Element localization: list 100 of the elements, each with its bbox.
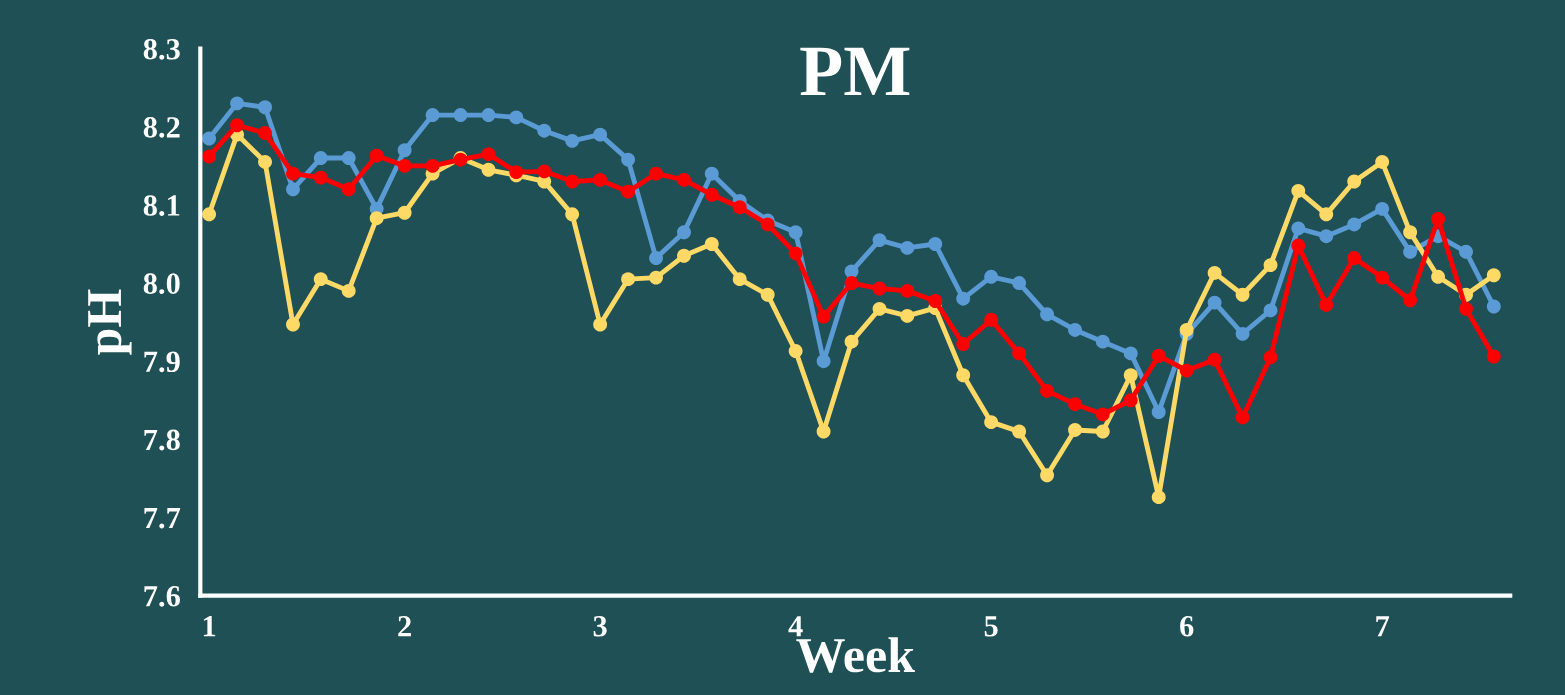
x-axis-title: Week — [796, 637, 915, 673]
point — [984, 312, 999, 327]
point — [732, 200, 747, 215]
x-tick-label: 6 — [1180, 616, 1194, 637]
point — [565, 133, 580, 148]
point — [1235, 287, 1250, 302]
point — [1151, 490, 1166, 505]
point — [1486, 349, 1501, 364]
point — [1095, 334, 1110, 349]
point — [816, 424, 831, 439]
y-axis-title: pH — [88, 289, 132, 355]
point — [1263, 350, 1278, 365]
point — [1235, 326, 1250, 341]
point — [286, 166, 300, 181]
point — [202, 149, 217, 164]
point — [397, 143, 412, 158]
point — [1151, 348, 1166, 363]
point — [1375, 201, 1390, 216]
point — [258, 155, 272, 169]
y-tick-label: 8.2 — [143, 117, 180, 138]
y-tick-label: 8.1 — [143, 195, 180, 216]
point — [230, 96, 245, 111]
point — [900, 283, 915, 298]
point — [760, 217, 775, 232]
point — [760, 287, 775, 302]
point — [1068, 323, 1082, 337]
point — [649, 166, 663, 181]
point — [341, 182, 356, 197]
point — [1291, 183, 1306, 198]
point — [425, 108, 440, 123]
point — [593, 127, 608, 142]
point — [230, 118, 245, 133]
point — [425, 158, 440, 173]
point — [1012, 346, 1027, 361]
point — [1347, 217, 1362, 232]
point — [956, 291, 971, 306]
point — [313, 151, 328, 165]
point — [1375, 155, 1390, 169]
point — [1403, 293, 1418, 308]
point — [1403, 244, 1418, 259]
point — [1459, 244, 1473, 259]
point — [565, 174, 580, 189]
point — [481, 162, 496, 177]
point — [202, 207, 217, 222]
point — [1179, 363, 1194, 378]
point — [341, 283, 356, 298]
point — [788, 225, 803, 240]
point — [481, 147, 496, 162]
point — [1068, 423, 1082, 437]
point — [1012, 276, 1027, 291]
point — [1040, 307, 1055, 322]
point — [286, 317, 300, 332]
point — [1151, 405, 1166, 419]
point — [677, 172, 691, 187]
point — [593, 317, 608, 332]
point — [1459, 301, 1473, 316]
point — [1207, 295, 1222, 310]
point — [202, 131, 217, 146]
point — [1068, 397, 1082, 412]
point — [1486, 268, 1501, 283]
point — [537, 164, 552, 179]
point — [649, 251, 663, 265]
point — [1319, 298, 1334, 312]
point — [1403, 225, 1418, 240]
point — [732, 272, 747, 287]
point — [704, 237, 719, 251]
point — [593, 172, 608, 187]
point — [984, 415, 999, 430]
x-tick-label: 5 — [984, 616, 998, 637]
point — [844, 334, 859, 349]
point — [1291, 238, 1306, 253]
point — [313, 170, 328, 185]
point — [649, 270, 663, 285]
point — [1179, 323, 1194, 337]
point — [481, 108, 496, 123]
point — [872, 281, 887, 296]
point — [453, 108, 468, 123]
x-tick-label: 4 — [788, 616, 803, 637]
point — [900, 240, 915, 255]
point — [872, 301, 887, 316]
point — [900, 308, 915, 323]
y-tick-label: 8.3 — [143, 38, 180, 60]
point — [1263, 303, 1278, 318]
point — [788, 246, 803, 261]
point — [1431, 269, 1446, 284]
point — [1012, 424, 1027, 439]
point — [621, 152, 636, 167]
point — [369, 211, 384, 226]
point — [956, 368, 971, 383]
point — [984, 269, 999, 284]
point — [313, 272, 328, 287]
point — [1291, 221, 1306, 236]
point — [704, 166, 719, 181]
point — [1095, 407, 1110, 422]
y-tick-label: 7.9 — [144, 351, 180, 373]
x-tick-label: 1 — [203, 616, 216, 637]
x-tick-label: 2 — [398, 616, 411, 637]
point — [1207, 265, 1222, 280]
point — [1263, 258, 1278, 273]
point — [816, 309, 831, 324]
